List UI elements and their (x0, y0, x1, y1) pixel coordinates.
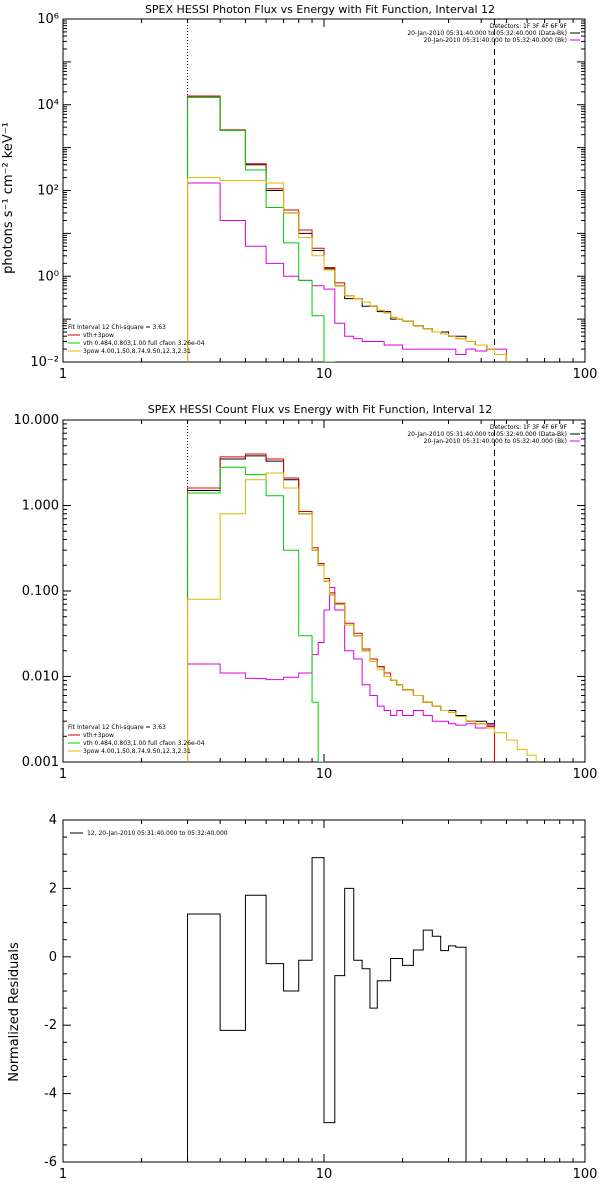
x-tick-label: 100 (573, 767, 598, 782)
residuals-plot-area: 1 10 100 -6 -4 -2 0 2 4 12, 20-Jan-2010 05:31:40.… (44, 813, 597, 1182)
y-tick-label: -4 (44, 1087, 57, 1102)
y-tick-label: -2 (44, 1018, 57, 1033)
y-ticks (63, 423, 585, 763)
y-tick-label: 2 (49, 881, 57, 896)
legend-bottom-entry: vth 0.484,0.803,1.00 full cfaon 3.26e-04 (83, 340, 205, 347)
x-tick-label: 1 (59, 1167, 67, 1182)
legend-bottom-entry: vth+3pow (83, 732, 114, 739)
3pow-series (187, 177, 507, 362)
legend-bottom-entry: vth 0.484,0.803,1.00 full cfaon 3.26e-04 (83, 740, 205, 747)
y-tick-label: 10⁰ (37, 269, 59, 284)
legend-bottom-entry: Fit Interval 12 Chi-square = 3.63 (68, 724, 166, 731)
vth-3pow-series (187, 95, 507, 362)
x-tick-label: 1 (59, 367, 67, 382)
x-tick-label: 100 (573, 1167, 598, 1182)
y-tick-label: 10⁴ (37, 98, 59, 113)
y-tick-label: 10⁻² (30, 355, 59, 370)
vth-series (187, 466, 325, 762)
x-tick-label: 1 (59, 767, 67, 782)
legend-bottom-entry: 3pow 4.00,1.50,8.74,9.50,12.3,2.31 (83, 748, 191, 755)
legend-top-entry: 20-Jan-2010 05:31:40.000 to 05:32:40.000… (424, 438, 567, 445)
residuals-ylabel: Normalized Residuals (7, 942, 22, 1082)
residual-series (187, 857, 467, 1162)
legend-top-entry: Detectors: 1F 3F 4F 6F 9F (490, 23, 568, 30)
residuals-panel: Normalized Residuals 1 10 100 -6 -4 -2 0 2 4 12, … (7, 813, 597, 1182)
x-tick-label: 10 (316, 767, 333, 782)
legend-top-entry: 20-Jan-2010 05:31:40.000 to 05:32:40.000… (407, 30, 567, 37)
x-tick-label: 10 (316, 1167, 333, 1182)
count-chart-title: SPEX HESSI Count Flux vs Energy with Fit… (148, 403, 492, 416)
y-tick-label: 0.001 (22, 755, 59, 770)
data-bk-series (187, 96, 507, 362)
y-ticks (63, 20, 585, 363)
legend-bottom-entry: Fit Interval 12 Chi-square = 3.63 (68, 324, 166, 331)
axes-frame (62, 18, 586, 363)
legend-top-entry: 20-Jan-2010 05:31:40.000 to 05:32:40.000… (424, 37, 567, 44)
y-tick-label: 10.000 (14, 413, 60, 428)
x-ticks (62, 420, 586, 762)
y-tick-label: 10⁶ (37, 12, 59, 27)
count-flux-panel: SPEX HESSI Count Flux vs Energy with Fit… (14, 403, 598, 782)
x-tick-label: 100 (573, 367, 598, 382)
count-plot-area: 1 10 100 0.001 0.010 0.100 1.000 10.000 Detector… (14, 413, 598, 782)
vth-series (187, 96, 336, 362)
series-group (187, 95, 507, 362)
vth-3pow-series (187, 453, 495, 762)
bk-series (187, 586, 495, 762)
series-group (187, 857, 467, 1162)
y-ticks (63, 819, 585, 1163)
y-tick-label: -6 (44, 1155, 57, 1170)
legend-top-entry: 20-Jan-2010 05:31:40.000 to 05:32:40.000… (407, 431, 567, 438)
y-tick-label: 4 (49, 813, 57, 828)
y-tick-label: 0.010 (22, 670, 59, 685)
photon-plot-area: 1 10 100 10⁻² 10⁰ 10² 10⁴ 10⁶ Detectors: 1F 3F 4… (30, 12, 597, 382)
legend-top-entry: Detectors: 1F 3F 4F 6F 9F (490, 424, 568, 431)
photon-chart-title: SPEX HESSI Photon Flux vs Energy with Fi… (145, 3, 495, 16)
y-tick-label: 0.100 (22, 584, 59, 599)
legend-bottom-entry: vth+3pow (83, 332, 114, 339)
photon-ylabel: photons s⁻¹ cm⁻² keV⁻¹ (1, 122, 16, 274)
photon-flux-panel: SPEX HESSI Photon Flux vs Energy with Fi… (1, 3, 597, 382)
series-group (187, 453, 537, 762)
3pow-series (187, 472, 537, 762)
axes-frame (62, 419, 586, 763)
legend-bottom-entry: 3pow 4.00,1.50,8.74,9.50,12.3,2.31 (83, 348, 191, 355)
legend-top-entry: 12, 20-Jan-2010 05:31:40.000 to 05:32:40… (87, 830, 228, 837)
y-tick-label: 0 (49, 950, 57, 965)
y-tick-label: 10² (37, 184, 59, 199)
bk-series (187, 182, 507, 362)
x-tick-label: 10 (316, 367, 333, 382)
y-tick-label: 1.000 (22, 499, 59, 514)
x-ticks (62, 19, 586, 362)
